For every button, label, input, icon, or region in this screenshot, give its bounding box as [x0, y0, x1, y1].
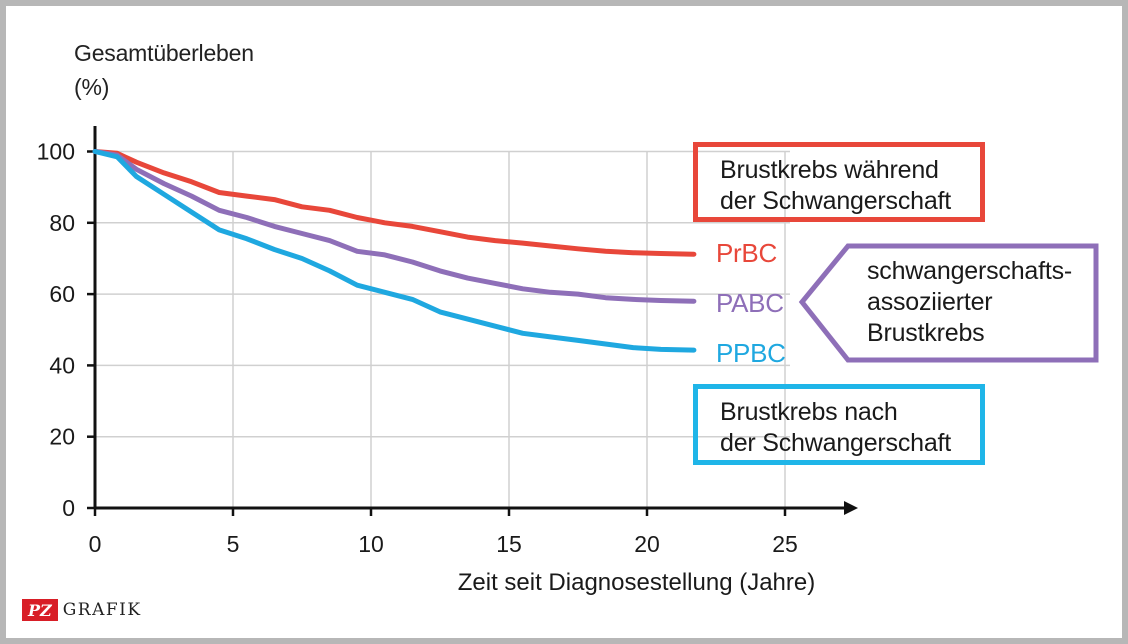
callout-boxes — [798, 243, 1099, 363]
annotation-pabc-line-3: Brustkrebs — [867, 319, 985, 347]
annotation-ppbc-line-1: Brustkrebs nach — [720, 398, 898, 426]
annotation-pabc-line-1: schwangerschafts- — [867, 257, 1073, 285]
pz-grafik-logo: PZ GRAFIK — [22, 599, 142, 621]
x-tick-label-25: 25 — [772, 531, 798, 557]
annotation-ppbc: Brustkrebs nach der Schwangerschaft — [693, 384, 985, 465]
callout-pabc-shape — [798, 243, 1099, 363]
annotation-ppbc-line-2: der Schwangerschaft — [720, 429, 952, 457]
x-axis-arrow — [844, 501, 858, 515]
y-axis-label-line-1: Gesamtüberleben — [74, 40, 254, 66]
axes — [93, 126, 858, 515]
series-line-prbc — [92, 149, 697, 257]
y-tick-label-60: 60 — [49, 281, 75, 307]
y-axis-label-line-2: (%) — [74, 74, 110, 100]
annotation-pabc-line-2: assoziierter — [867, 288, 993, 316]
x-tick-label-0: 0 — [89, 531, 102, 557]
series-line-ppbc — [92, 149, 697, 353]
annotation-prbc-line-2: der Schwangerschaft — [720, 187, 952, 215]
x-tick-label-5: 5 — [227, 531, 240, 557]
x-tick-label-15: 15 — [496, 531, 522, 557]
series-lines — [92, 149, 697, 353]
y-tick-label-100: 100 — [37, 139, 75, 165]
x-tick-label-20: 20 — [634, 531, 660, 557]
annotation-pabc: schwangerschafts- assoziierter Brustkreb… — [862, 253, 1092, 358]
pz-logo-mark: PZ — [22, 599, 58, 621]
x-tick-label-10: 10 — [358, 531, 384, 557]
series-label-pabc: PABC — [716, 288, 784, 318]
ticks: 0 5 10 15 20 25 0 20 40 60 80 100 Zeit seit Diagnose… — [37, 139, 816, 597]
annotation-prbc: Brustkrebs während der Schwangerschaft — [693, 142, 985, 222]
y-tick-label-80: 80 — [49, 210, 75, 236]
annotation-prbc-line-1: Brustkrebs während — [720, 156, 939, 184]
series-label-ppbc: PPBC — [716, 338, 786, 368]
grid — [95, 150, 790, 508]
series-label-prbc: PrBC — [716, 238, 777, 268]
y-tick-label-0: 0 — [62, 495, 75, 521]
x-axis-label: Zeit seit Diagnosestellung (Jahre) — [458, 569, 816, 596]
y-tick-label-40: 40 — [49, 352, 75, 378]
y-tick-label-20: 20 — [49, 424, 75, 450]
series-line-pabc — [92, 149, 697, 304]
grafik-wordmark: GRAFIK — [62, 600, 142, 620]
